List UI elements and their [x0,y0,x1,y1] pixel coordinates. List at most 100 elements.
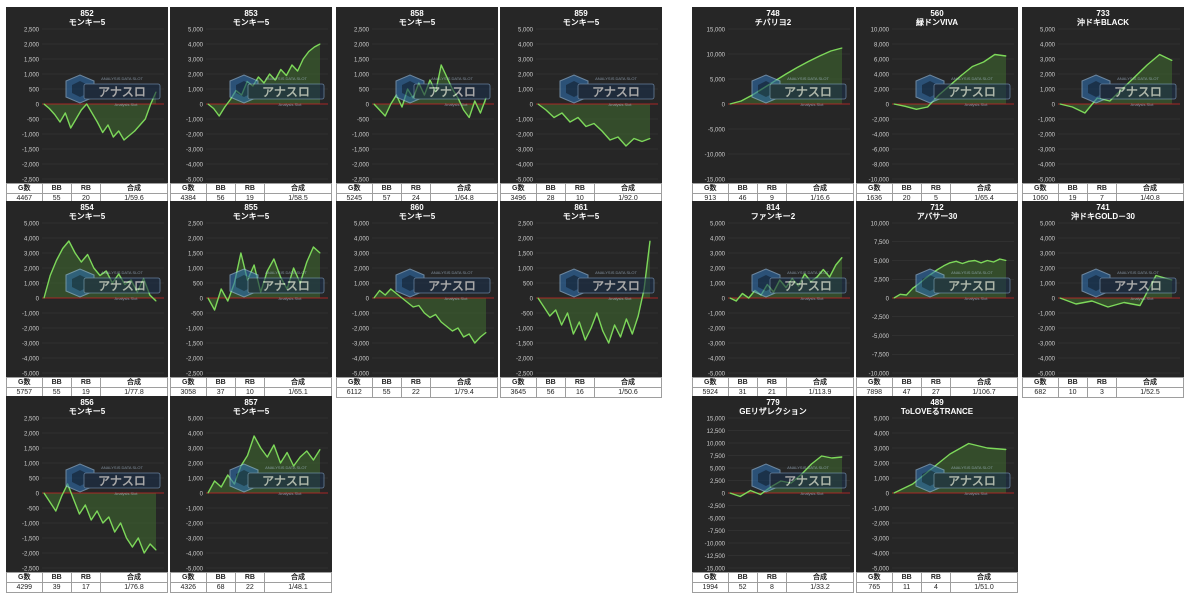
stats-header: 合成 [950,572,1018,583]
data-point [819,55,821,57]
machine-card-741[interactable]: 5,000 4,000 3,000 2,000 1,000 0 -1,000 -2,000 -3… [1022,201,1184,398]
machine-card-489[interactable]: 5,000 4,000 3,000 2,000 1,000 0 -1,000 -2,000 -3… [856,396,1018,593]
slump-graph: 15,000 10,000 5,000 0 -5,000 -10,000 -15,000 AN… [705,27,850,183]
rb-count: 22 [234,582,266,593]
data-point [373,103,375,105]
machine-card-858[interactable]: 2,500 2,000 1,500 1,000 500 0 -500 -1,000 -1,500… [336,7,498,204]
svg-text:Analysis Slot: Analysis Slot [801,296,825,301]
data-point [468,333,470,335]
data-point [983,61,985,63]
machine-card-748[interactable]: 15,000 10,000 5,000 0 -5,000 -10,000 -15,000 AN… [692,7,854,204]
data-point [229,99,231,100]
machine-card-856[interactable]: 2,500 2,000 1,500 1,000 500 0 -500 -1,000 -1,500… [6,396,168,593]
data-point [593,123,595,124]
y-tick-label: -2,000 [22,551,40,557]
machine-card-853[interactable]: 5,000 4,000 3,000 2,000 1,000 0 -1,000 -2,000 -3… [170,7,332,204]
svg-text:ANALYSIS DATA SLOT: ANALYSIS DATA SLOT [595,270,637,275]
machine-card-855[interactable]: 2,500 2,000 1,500 1,000 500 0 -500 -1,000 -1,500… [170,201,332,398]
y-tick-label: 5,000 [710,466,726,472]
stats-header: G数 [692,572,729,583]
y-tick-label: -2,000 [872,521,890,527]
y-tick-label: 4,000 [1040,42,1056,48]
machine-card-854[interactable]: 5,000 4,000 3,000 2,000 1,000 0 -1,000 -2,000 -3… [6,201,168,398]
stats-table: G数 BB RB 合成 3058 37 10 1/65.1 [170,377,332,398]
data-point [543,306,545,308]
y-tick-label: 5,000 [1040,27,1056,33]
y-tick-label: 3,000 [188,57,204,63]
data-point [927,106,929,108]
machine-name: モンキー5 [562,212,600,221]
combined-ratio: 1/76.8 [100,582,168,593]
data-point [220,288,222,290]
stats-header: 合成 [594,377,662,388]
y-tick-label: -5,000 [352,371,370,377]
data-point [218,115,220,117]
stats-header: BB [535,183,566,194]
data-point [149,543,151,545]
svg-text:Analysis Slot: Analysis Slot [279,102,303,107]
rb-count: 3 [1086,387,1118,398]
machine-name: 沖ドキGOLD－30 [1070,212,1135,221]
machine-card-779[interactable]: 15,000 12,500 10,000 7,500 5,000 2,500 0 -2,500… [692,396,854,593]
slump-graph: 5,000 4,000 3,000 2,000 1,000 0 -1,000 -2,000 -3… [1038,221,1180,377]
data-point [93,267,95,269]
y-tick-label: -500 [27,117,40,123]
machine-card-814[interactable]: 5,000 4,000 3,000 2,000 1,000 0 -1,000 -2,000 -3… [692,201,854,398]
machine-card-860[interactable]: 5,000 4,000 3,000 2,000 1,000 0 -1,000 -2,000 -3… [336,201,498,398]
data-point [955,260,957,262]
svg-text:Analysis Slot: Analysis Slot [279,491,303,496]
y-tick-label: 0 [530,102,534,108]
stats-header: 合成 [430,377,498,388]
machine-card-560[interactable]: 10,000 8,000 6,000 4,000 2,000 0 -2,000 -4,000 -… [856,7,1018,204]
machine-number: 712 [930,203,944,212]
stats-header: 合成 [264,572,332,583]
y-tick-label: -4,000 [1038,162,1056,168]
series-line [207,435,321,494]
machine-card-852[interactable]: 2,500 2,000 1,500 1,000 500 0 -500 -1,000 -1,500… [6,7,168,204]
y-tick-label: 5,000 [518,27,534,33]
y-tick-label: 2,000 [710,266,726,272]
y-tick-label: 0 [886,491,890,497]
data-point [463,336,465,338]
y-tick-label: -7,500 [872,353,890,359]
data-point [1123,302,1125,303]
data-point [273,444,275,446]
y-tick-label: 2,000 [188,236,204,242]
svg-text:Analysis Slot: Analysis Slot [1131,296,1155,301]
svg-text:アナスロ: アナスロ [98,279,146,293]
y-tick-label: -6,000 [872,147,890,153]
y-tick-label: -1,000 [186,326,204,332]
y-tick-label: 1,500 [24,57,40,63]
data-point [485,332,487,333]
data-point [253,264,255,266]
y-tick-label: -5,000 [186,566,204,572]
y-tick-label: 0 [1052,102,1056,108]
svg-text:アナスロ: アナスロ [1114,85,1162,99]
data-point [821,455,823,457]
data-point [260,447,262,449]
data-point [285,75,287,76]
graph-panel: 15,000 12,500 10,000 7,500 5,000 2,500 0 -2,500… [692,396,854,572]
y-tick-label: 5,000 [1040,221,1056,227]
svg-text:ANALYSIS DATA SLOT: ANALYSIS DATA SLOT [431,76,473,81]
data-point [118,273,120,275]
machine-card-712[interactable]: 10,000 7,500 5,000 2,500 0 -2,500 -5,000 -7,500… [856,201,1018,398]
machine-card-859[interactable]: 5,000 4,000 3,000 2,000 1,000 0 -1,000 -2,000 -3… [500,7,662,204]
series-area [374,289,486,343]
watermark-logo: ANALYSIS DATA SLOT アナスロ Analysis Slot [65,268,161,301]
slump-graph: 15,000 12,500 10,000 7,500 5,000 2,500 0 -2,500… [705,416,850,572]
y-tick-label: -1,500 [22,536,40,542]
y-tick-label: -1,000 [516,117,534,123]
machine-card-861[interactable]: 2,500 2,000 1,500 1,000 500 0 -500 -1,000 -1,500… [500,201,662,398]
machine-card-733[interactable]: 5,000 4,000 3,000 2,000 1,000 0 -1,000 -2,000 -3… [1022,7,1184,204]
games-count: 682 [1022,387,1059,398]
machine-card-857[interactable]: 5,000 4,000 3,000 2,000 1,000 0 -1,000 -2,000 -3… [170,396,332,593]
y-tick-label: -2,000 [708,326,726,332]
slump-graph: 2,500 2,000 1,500 1,000 500 0 -500 -1,000 -1,500… [22,416,164,572]
data-point [306,261,308,263]
y-tick-label: 500 [523,281,534,287]
svg-text:アナスロ: アナスロ [948,279,996,293]
stats-header: 合成 [950,377,1018,388]
stats-table: G数 BB RB 合成 5924 31 21 1/113.9 [692,377,854,398]
stats-table: G数 BB RB 合成 4467 55 20 1/59.6 [6,183,168,204]
